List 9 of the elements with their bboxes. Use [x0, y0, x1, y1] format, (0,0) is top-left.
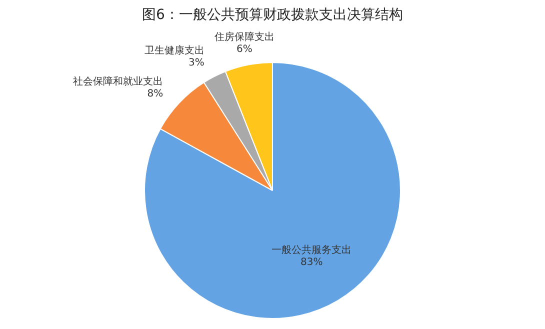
- data-label: 3%: [188, 57, 204, 68]
- data-label: 8%: [147, 88, 164, 100]
- data-label: 6%: [236, 44, 252, 55]
- slice-label: 住房保障支出: [214, 30, 274, 43]
- chart-title: 图6：一般公共预算财政拨款支出决算结构: [141, 6, 404, 24]
- slice-label: 社会保障和就业支出: [73, 75, 164, 88]
- data-label: 83%: [300, 257, 323, 268]
- slice-label: 卫生健康支出: [144, 44, 204, 56]
- slice-label: 一般公共服务支出: [272, 244, 352, 256]
